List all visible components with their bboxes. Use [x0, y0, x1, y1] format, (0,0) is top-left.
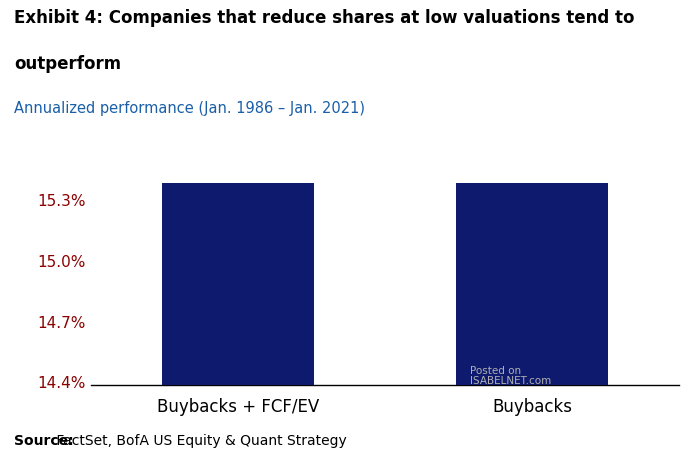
Bar: [162, 0, 314, 386]
Text: ISABELNET.com: ISABELNET.com: [470, 375, 552, 386]
Text: FactSet, BofA US Equity & Quant Strategy: FactSet, BofA US Equity & Quant Strategy: [52, 434, 347, 448]
Bar: [456, 0, 608, 386]
Text: Annualized performance (Jan. 1986 – Jan. 2021): Annualized performance (Jan. 1986 – Jan.…: [14, 101, 365, 116]
Text: Exhibit 4: Companies that reduce shares at low valuations tend to: Exhibit 4: Companies that reduce shares …: [14, 9, 634, 27]
Text: outperform: outperform: [14, 55, 121, 73]
Text: Posted on: Posted on: [470, 365, 522, 375]
Text: Source:: Source:: [14, 434, 74, 448]
